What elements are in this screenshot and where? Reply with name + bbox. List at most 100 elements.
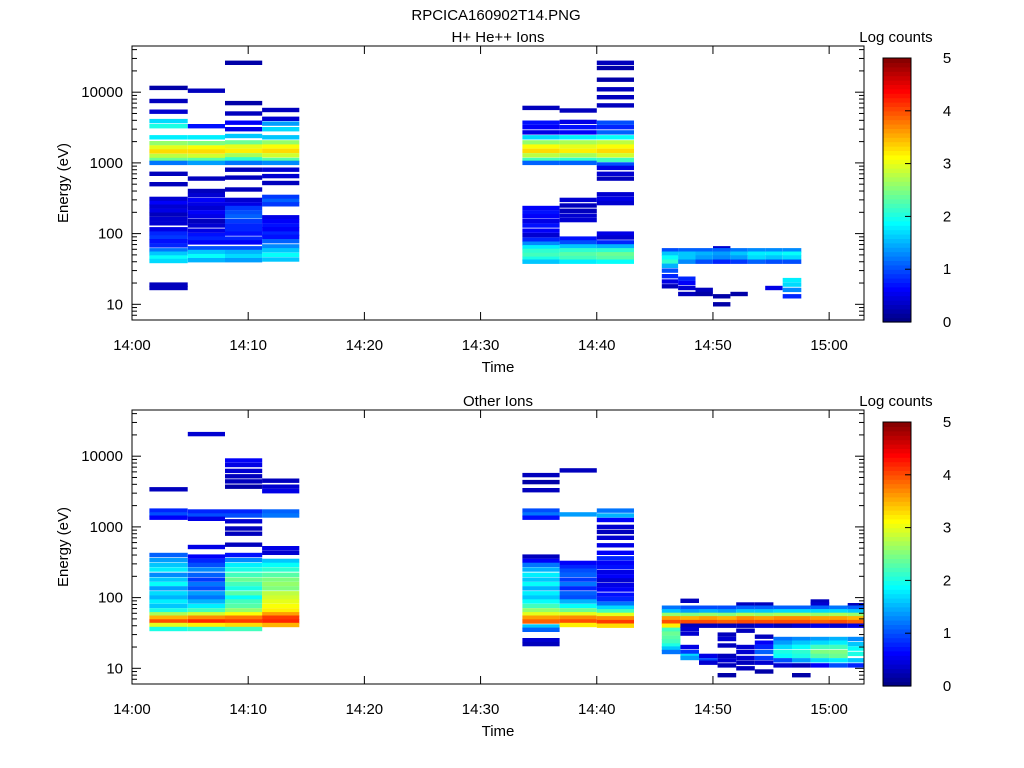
- heatmap-cell: [773, 619, 792, 625]
- colorbar-swatch: [883, 80, 911, 85]
- heatmap-cell: [559, 244, 597, 249]
- heatmap-cell: [661, 619, 681, 625]
- colorbar-swatch: [883, 295, 911, 301]
- colorbar-swatch: [883, 576, 911, 581]
- y-axis-label: Energy (eV): [55, 143, 72, 223]
- colorbar-swatch: [883, 176, 911, 182]
- heatmap-cell: [754, 616, 774, 621]
- x-tick-label: 14:20: [346, 701, 384, 718]
- colorbar-swatch: [883, 501, 911, 507]
- heatmap-cell: [522, 472, 560, 478]
- heatmap-cell: [717, 619, 737, 625]
- heatmap-cell: [596, 513, 634, 518]
- heatmap-cell: [559, 248, 597, 253]
- heatmap-cell: [596, 165, 634, 171]
- heatmap-cell: [149, 171, 188, 176]
- heatmap-cell: [661, 279, 679, 284]
- heatmap-cell: [262, 234, 300, 239]
- heatmap-cell: [559, 217, 597, 223]
- heatmap-cell: [661, 635, 681, 640]
- colorbar-swatch: [883, 132, 911, 138]
- colorbar-swatch: [883, 66, 911, 72]
- heatmap-cell: [522, 205, 560, 211]
- heatmap-cell: [559, 599, 597, 604]
- heatmap-cell: [717, 612, 737, 618]
- heatmap-cell: [754, 602, 774, 607]
- heatmap-cell: [262, 603, 300, 609]
- x-tick-label: 14:50: [694, 337, 732, 354]
- heatmap-cell: [847, 616, 864, 621]
- heatmap-cell: [717, 663, 737, 668]
- heatmap-cell: [678, 280, 696, 286]
- heatmap-cell: [225, 240, 263, 245]
- heatmap-cell: [596, 543, 634, 548]
- heatmap-cell: [187, 253, 225, 259]
- colorbar-swatch: [883, 430, 911, 436]
- x-tick-label: 15:00: [810, 337, 848, 354]
- heatmap-cell: [225, 148, 263, 154]
- colorbar-swatch: [883, 216, 911, 222]
- colorbar-swatch: [883, 185, 911, 191]
- heatmap-cell: [225, 249, 263, 255]
- heatmap-cell: [522, 612, 560, 617]
- heatmap-cell: [262, 167, 300, 172]
- heatmap-cell: [559, 130, 597, 135]
- heatmap-cell: [522, 591, 560, 596]
- heatmap-cell: [522, 624, 560, 629]
- heatmap-cell: [522, 608, 560, 613]
- heatmap-cell: [596, 597, 634, 602]
- heatmap-cell: [522, 638, 560, 643]
- heatmap-cell: [187, 153, 225, 159]
- colorbar-swatch: [883, 422, 911, 427]
- heatmap-cell: [225, 223, 263, 228]
- heatmap-cell: [810, 644, 830, 650]
- colorbar-swatch: [883, 677, 911, 683]
- heatmap-cell: [225, 591, 263, 596]
- heatmap-cell: [522, 599, 560, 604]
- colorbar-swatch: [883, 106, 911, 112]
- heatmap-cell: [661, 643, 681, 648]
- heatmap-cell: [717, 658, 737, 663]
- heatmap-cell: [187, 572, 225, 577]
- heatmap-cell: [596, 231, 634, 236]
- heatmap-cell: [773, 605, 792, 610]
- heatmap-cell: [225, 219, 263, 224]
- heatmap-cell: [522, 572, 560, 577]
- heatmap-cell: [773, 658, 792, 663]
- colorbar-swatch: [883, 540, 911, 546]
- heatmap-cell: [262, 180, 300, 186]
- heatmap-cell: [187, 544, 225, 550]
- heatmap-cell: [847, 612, 864, 618]
- heatmap-cell: [225, 622, 263, 628]
- colorbar-swatch: [883, 615, 911, 621]
- heatmap-cell: [187, 595, 225, 600]
- heatmap-cell: [810, 636, 830, 642]
- heatmap-cell: [699, 619, 718, 625]
- heatmap-cell: [559, 236, 597, 241]
- heatmap-cell: [661, 251, 679, 256]
- heatmap-cell: [522, 223, 560, 228]
- heatmap-cell: [149, 149, 188, 154]
- heatmap-cell: [559, 564, 597, 570]
- heatmap-cell: [225, 581, 263, 587]
- heatmap-cell: [847, 636, 864, 642]
- heatmap-cell: [680, 609, 699, 614]
- heatmap-cell: [262, 550, 300, 555]
- heatmap-cell: [262, 612, 300, 617]
- heatmap-cell: [262, 599, 300, 604]
- heatmap-cell: [717, 673, 737, 678]
- heatmap-cell: [149, 586, 188, 591]
- heatmap-cell: [810, 602, 830, 607]
- heatmap-cell: [736, 649, 755, 655]
- heatmap-cell: [596, 144, 634, 149]
- heatmap-cell: [187, 233, 225, 238]
- heatmap-cell: [262, 135, 300, 140]
- heatmap-cell: [596, 140, 634, 145]
- heatmap-cell: [596, 248, 634, 253]
- heatmap-cell: [149, 248, 188, 253]
- heatmap-cell: [149, 508, 188, 513]
- colorbar-swatch: [883, 672, 911, 678]
- heatmap-cell: [149, 577, 188, 582]
- heatmap-cell: [522, 105, 560, 111]
- heatmap-cell: [596, 103, 634, 108]
